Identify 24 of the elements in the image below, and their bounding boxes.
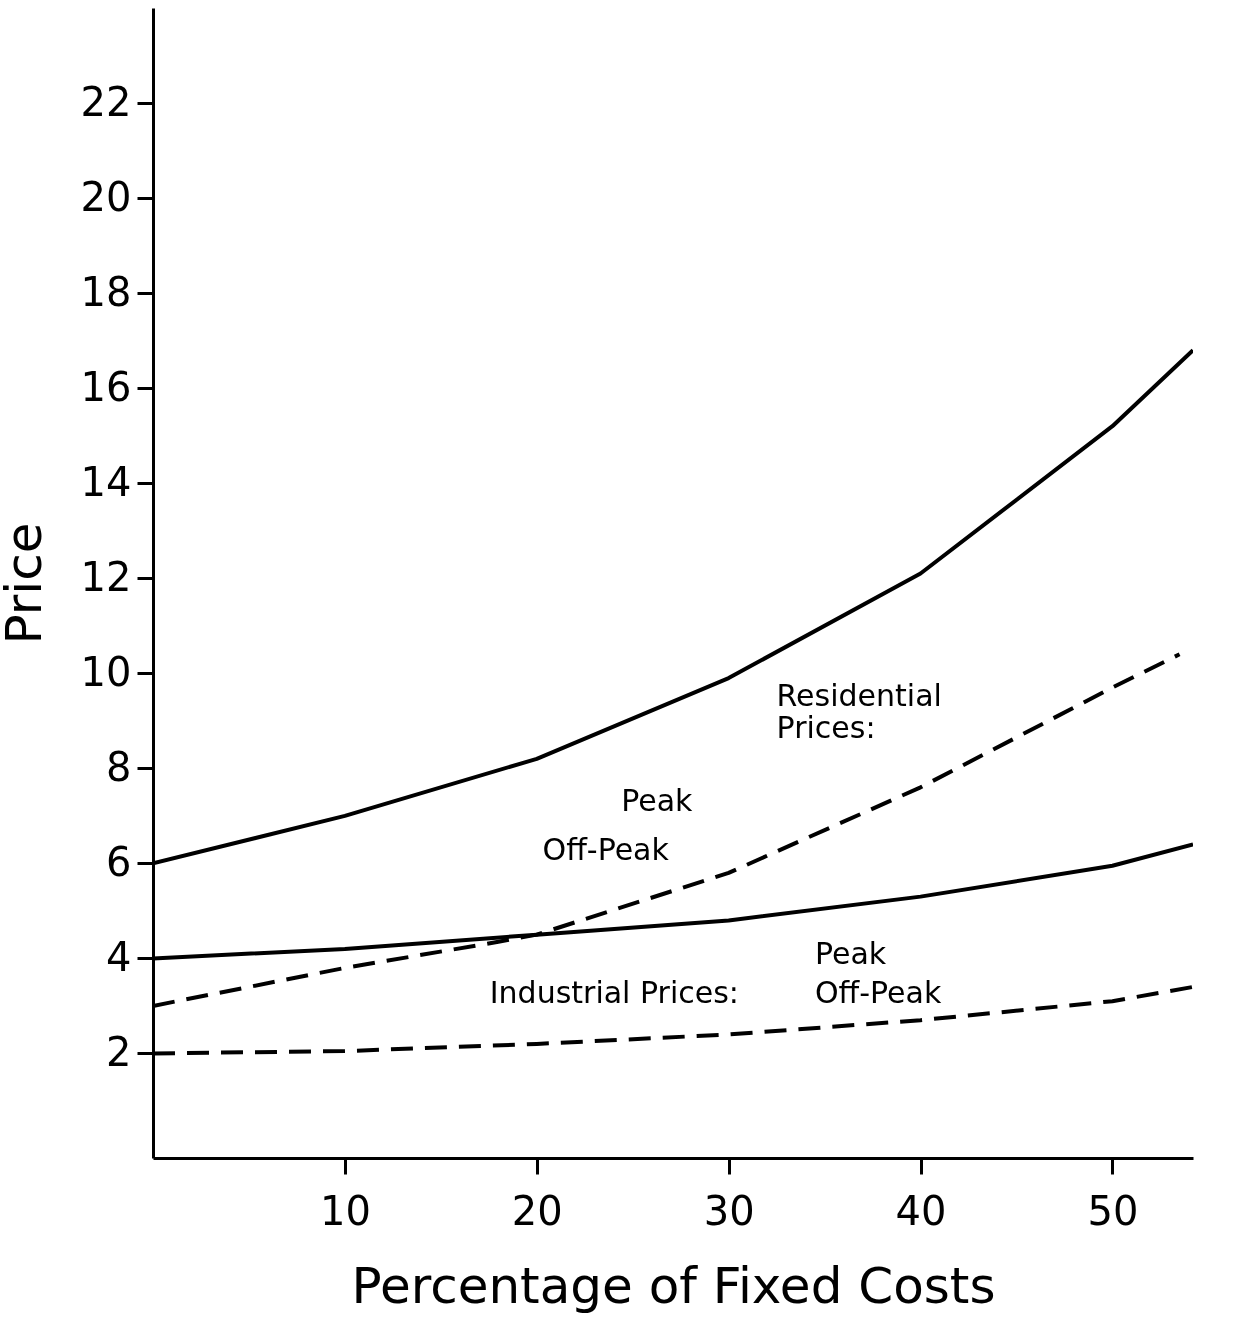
annotation: Peak — [621, 782, 694, 818]
x-tick-label: 40 — [895, 1187, 947, 1234]
y-tick-label: 20 — [80, 173, 132, 220]
annotation: Residential Prices: — [776, 678, 942, 746]
y-tick-label: 10 — [80, 648, 132, 695]
x-axis-title: Percentage of Fixed Costs — [351, 1256, 996, 1315]
y-tick-label: 6 — [106, 838, 132, 885]
x-tick-label: 10 — [319, 1187, 371, 1234]
x-tick-label: 50 — [1087, 1187, 1139, 1234]
x-tick-label: 30 — [703, 1187, 755, 1234]
y-tick-label: 8 — [106, 743, 132, 790]
y-tick-label: 18 — [80, 268, 132, 315]
y-tick-label: 14 — [80, 458, 132, 505]
annotation: Off-Peak — [542, 832, 670, 868]
y-axis-title: Price — [0, 522, 53, 645]
y-tick-label: 12 — [80, 553, 132, 600]
y-tick-label: 16 — [80, 363, 132, 410]
y-tick-label: 4 — [106, 933, 132, 980]
annotation: Peak — [814, 935, 887, 971]
y-tick-label: 22 — [80, 78, 132, 125]
y-tick-label: 2 — [106, 1028, 132, 1075]
annotation: Industrial Prices: — [489, 974, 739, 1010]
annotation: Off-Peak — [814, 974, 942, 1010]
x-tick-label: 20 — [511, 1187, 563, 1234]
